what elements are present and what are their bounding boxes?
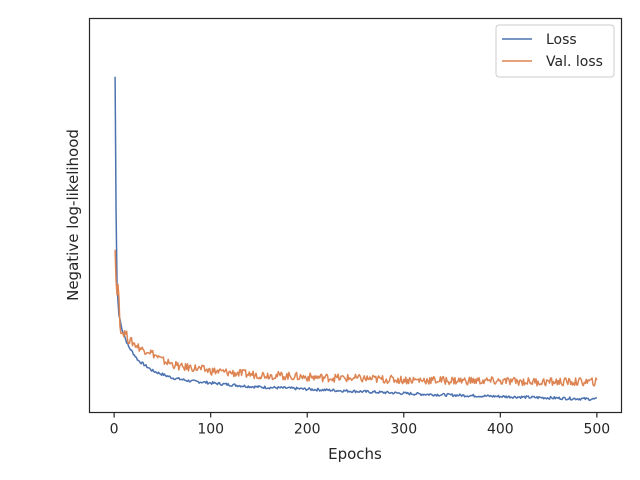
legend-label-val-loss: Val. loss — [546, 54, 603, 70]
x-tick-label: 400 — [487, 422, 514, 438]
plot-frame — [88, 17, 623, 414]
legend-label-loss: Loss — [546, 32, 577, 48]
x-tick-label: 100 — [197, 422, 224, 438]
x-tick-label: 300 — [390, 422, 417, 438]
series-line-val-loss — [114, 249, 598, 387]
x-tick-label: 200 — [294, 422, 321, 438]
plot-lines — [114, 76, 598, 402]
x-axis-label: Epochs — [328, 445, 382, 463]
legend-box — [495, 24, 615, 78]
y-axis-label: Negative log-likelihood — [64, 129, 82, 301]
x-axis-ticks: 0 100 200 300 400 500 — [110, 412, 610, 438]
series-line-loss — [114, 76, 598, 402]
x-tick-label: 0 — [110, 422, 119, 438]
x-tick-label: 500 — [583, 422, 610, 438]
legend: Loss Val. loss — [495, 24, 615, 78]
